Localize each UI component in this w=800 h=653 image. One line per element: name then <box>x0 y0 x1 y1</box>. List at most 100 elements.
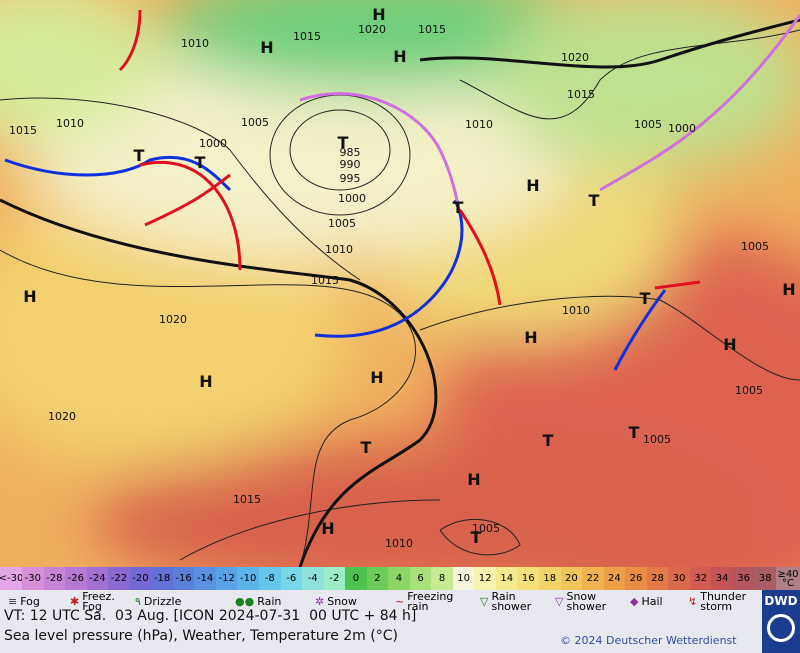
scale-cell: 16 <box>517 567 540 590</box>
legend-icon: ~ <box>395 595 405 608</box>
scale-cell: 2 <box>366 567 389 590</box>
scale-cell: -12 <box>215 567 238 590</box>
isobar-label: 1010 <box>465 118 493 131</box>
copyright: © 2024 Deutscher Wetterdienst <box>560 634 737 647</box>
pressure-center: H <box>467 470 480 489</box>
isobar-label: 985 <box>340 146 361 159</box>
cold-front <box>314 199 464 338</box>
isobar-label: 1015 <box>418 23 446 36</box>
scale-cell: 14 <box>495 567 518 590</box>
scale-high: ≥40 °C <box>776 567 800 590</box>
logo-swirl <box>767 614 795 642</box>
scale-cell: -28 <box>43 567 66 590</box>
legend-item: ▽ Rain shower <box>480 590 539 614</box>
legend-item: ≡ Fog <box>8 590 40 614</box>
isobar-label: 1010 <box>325 243 353 256</box>
legend-item: ✲ Snow <box>315 590 357 614</box>
pressure-center: T <box>629 423 640 442</box>
pressure-center: T <box>543 431 554 450</box>
legend-icon: ٩ <box>135 595 141 608</box>
logo-text: DWD <box>764 594 798 608</box>
scale-cell: 0 <box>345 567 367 590</box>
isobar-label: 1015 <box>567 88 595 101</box>
scale-cell: 10 <box>452 567 475 590</box>
warm-front <box>118 9 142 72</box>
dwd-logo: DWD <box>762 590 800 653</box>
scale-cell: 4 <box>388 567 410 590</box>
legend-icon: ✱ <box>70 595 80 608</box>
isobar-label: 1015 <box>9 124 37 137</box>
isobar-label: 1005 <box>735 384 763 397</box>
pressure-center: T <box>453 198 464 217</box>
legend-icon: ↯ <box>688 595 698 608</box>
scale-cell: 30 <box>668 567 690 590</box>
isobar-label: 990 <box>340 158 361 171</box>
legend-item: ●● Rain <box>235 590 281 614</box>
temperature-scale: <-30 -30 -28 -26 -24 -22 -20 -18 -16 -14 -12 -10 -8-… <box>0 567 800 590</box>
legend-item: ▽ Snow shower <box>555 590 614 614</box>
pressure-center: H <box>526 176 539 195</box>
pressure-center: T <box>134 146 145 165</box>
pressure-center: H <box>723 335 736 354</box>
legend-item: ✱ Freez. Fog <box>70 590 130 614</box>
legend-icon: ▽ <box>555 595 564 608</box>
scale-cell: 36 <box>732 567 755 590</box>
legend-label: Rain <box>257 595 282 608</box>
warm-front <box>139 160 242 271</box>
scale-cell: 18 <box>539 567 561 590</box>
pressure-center: H <box>524 328 537 347</box>
isobar-label: 1005 <box>472 522 500 535</box>
scale-cell: -26 <box>65 567 87 590</box>
warm-front <box>654 280 701 290</box>
isobar-label: 1005 <box>328 217 356 230</box>
scale-cell: -14 <box>194 567 216 590</box>
isobar-label: 1020 <box>358 23 386 36</box>
pressure-center: T <box>589 191 600 210</box>
isobar-label: 1015 <box>233 493 261 506</box>
isobars <box>0 29 800 567</box>
pressure-center: H <box>393 47 406 66</box>
description: Sea level pressure (hPa), Weather, Tempe… <box>4 628 398 644</box>
warm-front <box>144 173 231 227</box>
isobar-label: 1000 <box>338 192 366 205</box>
pressure-center: T <box>361 438 372 457</box>
scale-cell: 28 <box>646 567 669 590</box>
legend-label: Hail <box>641 595 663 608</box>
pressure-center: H <box>321 519 334 538</box>
occluded-front <box>299 92 460 206</box>
isobar-label: 1000 <box>668 122 696 135</box>
legend-item: ٩ Drizzle <box>135 590 181 614</box>
scale-cell: -10 <box>237 567 259 590</box>
legend-label: Thunder storm <box>700 590 747 613</box>
scale-cell: -6 <box>280 567 303 590</box>
map: 1010 1015 1020 1015 1020 1015 1015 1010 1005 1000… <box>0 0 800 567</box>
isobar-label: 1000 <box>199 137 227 150</box>
legend-icon: ≡ <box>8 595 18 608</box>
pressure-center: H <box>370 368 383 387</box>
scale-low: <-30 <box>0 567 23 590</box>
legend-label: Rain shower <box>491 590 532 613</box>
scale-cell: -18 <box>151 567 173 590</box>
isobar-label: 1020 <box>561 51 589 64</box>
scale-cell: -20 <box>129 567 152 590</box>
isobar-label: 1005 <box>741 240 769 253</box>
cold-front <box>613 289 667 371</box>
scale-cell: 12 <box>474 567 496 590</box>
isobar-label: 1015 <box>311 274 339 287</box>
isobar-label: 1010 <box>562 304 590 317</box>
scale-cell: 24 <box>603 567 626 590</box>
scale-cell: -4 <box>302 567 324 590</box>
scale-cell: 34 <box>711 567 733 590</box>
isobar-label: 1020 <box>48 410 76 423</box>
isobar-label: 1020 <box>159 313 187 326</box>
legend-label: Fog <box>20 595 40 608</box>
pressure-center: H <box>372 5 385 24</box>
scale-cell: -8 <box>258 567 281 590</box>
legend-label: Freezing rain <box>407 590 454 613</box>
legend-label: Snow shower <box>566 590 607 613</box>
scale-cell: -30 <box>22 567 44 590</box>
isobar-label: 1005 <box>634 118 662 131</box>
pressure-center: T <box>640 289 651 308</box>
pressure-center: T <box>338 133 349 152</box>
valid-time: VT: 12 UTC Sa. 03 Aug. [ICON 2024-07-31 … <box>4 608 417 624</box>
